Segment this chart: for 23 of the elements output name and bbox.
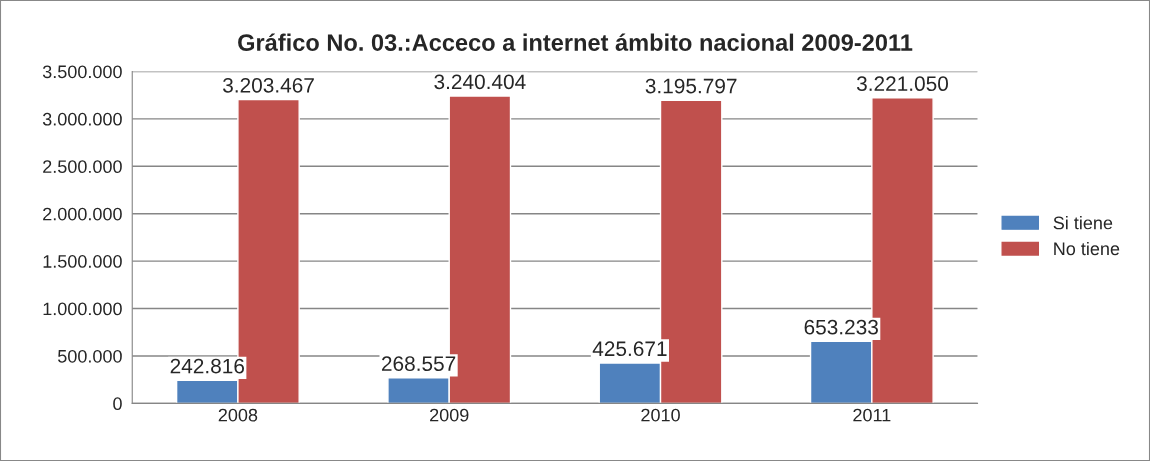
y-tick-label: 1.500.000 — [43, 255, 122, 268]
y-tick-label: 3.500.000 — [42, 65, 122, 79]
x-tick-label: 2011 — [853, 408, 891, 422]
legend-label: Si tiene — [1053, 216, 1113, 230]
data-label: 268.557 — [381, 356, 456, 372]
legend-label: No tiene — [1054, 241, 1120, 256]
data-label: 3.203.467 — [223, 77, 314, 93]
y-tick-label: 0 — [113, 397, 122, 411]
y-tick-label: 2.000.000 — [43, 207, 122, 221]
data-label: 3.195.797 — [645, 78, 737, 94]
y-tick-label: 500.000 — [57, 349, 122, 363]
x-tick-label: 2010 — [641, 408, 680, 422]
chart-title: Gráfico No. 03.:Acceco a internet ámbito nacional 2009-2011 — [238, 33, 913, 51]
x-tick-label: 2009 — [430, 408, 469, 422]
data-label: 3.221.050 — [856, 76, 949, 92]
data-label: 653.233 — [804, 319, 878, 335]
y-tick-label: 3.000.000 — [42, 112, 122, 126]
data-label: 242.816 — [170, 358, 245, 374]
x-tick-label: 2008 — [218, 408, 258, 422]
data-label: 425.671 — [592, 341, 667, 357]
y-tick-label: 1.000.000 — [43, 302, 122, 316]
y-tick-label: 2.500.000 — [43, 160, 122, 174]
data-label: 3.240.404 — [434, 74, 526, 90]
